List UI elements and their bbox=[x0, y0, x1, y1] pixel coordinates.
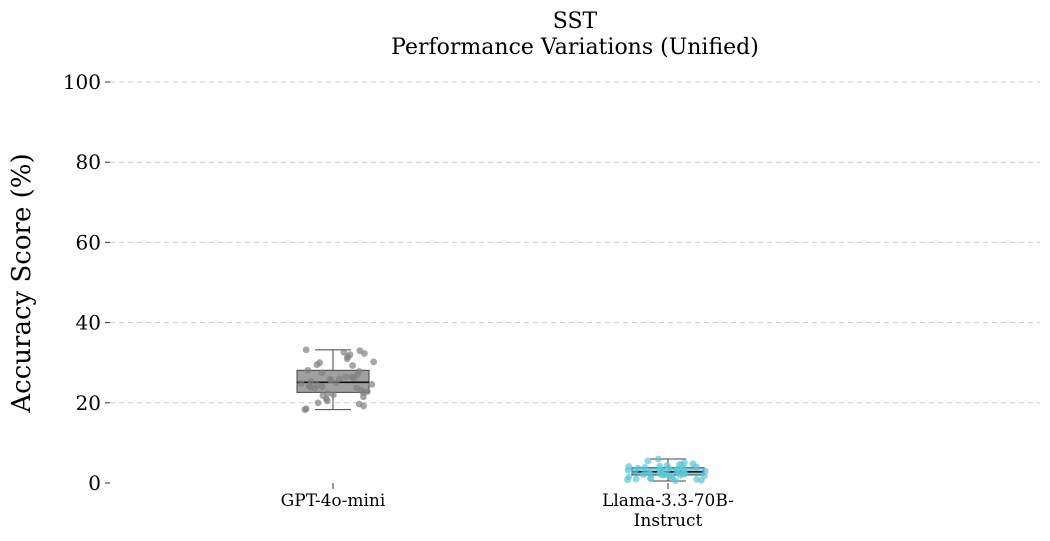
data-point bbox=[663, 461, 671, 469]
data-point bbox=[689, 460, 697, 468]
data-point bbox=[363, 388, 371, 395]
y-tick-label: 0 bbox=[88, 471, 101, 495]
data-point bbox=[360, 402, 368, 410]
chart-title-line-1: SST bbox=[553, 9, 598, 34]
data-point bbox=[324, 389, 332, 397]
data-point bbox=[360, 393, 367, 401]
data-point bbox=[654, 455, 662, 463]
data-point bbox=[323, 397, 331, 405]
data-point bbox=[346, 351, 354, 359]
data-point bbox=[355, 368, 363, 375]
y-tick-label: 20 bbox=[76, 391, 101, 415]
x-tick-label: Instruct bbox=[634, 511, 703, 531]
data-point bbox=[329, 391, 337, 399]
data-point bbox=[356, 347, 364, 355]
data-point bbox=[647, 475, 655, 482]
data-point bbox=[314, 399, 322, 407]
data-point bbox=[624, 466, 632, 474]
data-point bbox=[350, 374, 358, 382]
data-point bbox=[313, 381, 321, 389]
data-point bbox=[640, 471, 647, 478]
y-tick-label: 80 bbox=[76, 150, 101, 174]
y-tick-label: 100 bbox=[63, 70, 101, 94]
data-point bbox=[340, 348, 348, 356]
plot-area bbox=[296, 346, 709, 484]
data-point bbox=[297, 380, 305, 387]
data-point bbox=[301, 406, 309, 414]
data-point bbox=[697, 476, 705, 484]
data-point bbox=[316, 359, 324, 367]
data-point bbox=[307, 383, 314, 391]
box-group bbox=[624, 455, 709, 484]
data-point bbox=[332, 379, 340, 387]
data-point bbox=[326, 375, 334, 383]
data-point bbox=[676, 461, 683, 468]
data-point bbox=[644, 457, 652, 465]
data-point bbox=[634, 464, 642, 472]
y-axis-label: Accuracy Score (%) bbox=[7, 153, 37, 413]
data-point bbox=[370, 358, 378, 366]
chart-subtitle: Performance Variations (Unified) bbox=[391, 35, 759, 60]
data-point bbox=[349, 362, 357, 369]
box-group bbox=[296, 346, 378, 414]
data-point bbox=[302, 346, 310, 354]
x-axis-ticks: GPT-4o-mini Llama-3.3-70B-Instruct bbox=[281, 483, 734, 531]
data-point bbox=[357, 386, 365, 394]
data-point bbox=[666, 472, 673, 480]
data-point bbox=[342, 373, 350, 381]
data-point bbox=[368, 380, 376, 388]
y-tick-label: 60 bbox=[76, 230, 101, 254]
data-point bbox=[624, 476, 631, 484]
data-point bbox=[632, 475, 640, 483]
y-axis-ticks: 0 20 40 60 80 100 bbox=[63, 70, 110, 495]
data-point bbox=[304, 366, 312, 374]
data-point bbox=[676, 471, 684, 479]
data-point bbox=[641, 463, 649, 471]
chart-title: SST Performance Variations (Unified) bbox=[391, 9, 759, 60]
data-point bbox=[646, 469, 654, 477]
y-tick-label: 40 bbox=[76, 311, 101, 335]
y-gridlines bbox=[110, 81, 1040, 404]
x-tick-label: GPT-4o-mini bbox=[281, 491, 386, 511]
x-tick-label: Llama-3.3-70B- bbox=[602, 491, 734, 511]
data-point bbox=[701, 467, 709, 475]
data-point bbox=[656, 470, 664, 478]
data-point bbox=[318, 369, 326, 377]
